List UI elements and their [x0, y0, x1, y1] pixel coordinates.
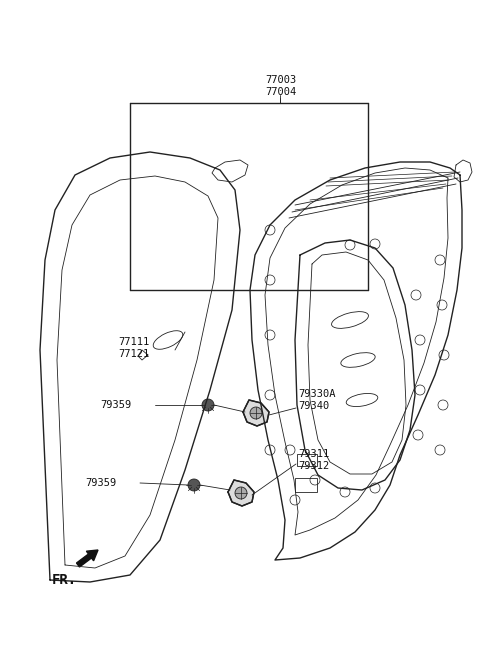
- Circle shape: [235, 487, 247, 499]
- Text: 77003
77004: 77003 77004: [265, 75, 296, 97]
- Text: 79311
79312: 79311 79312: [298, 449, 329, 471]
- Circle shape: [188, 479, 200, 491]
- Circle shape: [250, 407, 262, 419]
- Circle shape: [202, 399, 214, 411]
- Text: 77111
77121: 77111 77121: [118, 337, 149, 359]
- Polygon shape: [228, 480, 254, 506]
- Text: 79359: 79359: [85, 478, 116, 488]
- Text: FR.: FR.: [52, 573, 77, 587]
- Polygon shape: [243, 400, 269, 426]
- FancyArrow shape: [76, 550, 98, 567]
- Bar: [295, 478, 317, 492]
- Text: 79330A
79340: 79330A 79340: [298, 389, 336, 411]
- Bar: [297, 454, 317, 466]
- Text: 79359: 79359: [100, 400, 131, 410]
